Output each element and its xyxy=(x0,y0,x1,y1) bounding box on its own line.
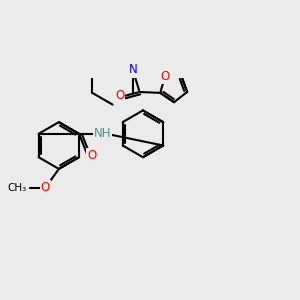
Text: CH₃: CH₃ xyxy=(7,183,26,193)
Text: NH: NH xyxy=(94,127,111,140)
Text: N: N xyxy=(128,63,137,76)
Text: O: O xyxy=(41,181,50,194)
Text: O: O xyxy=(115,89,124,102)
Text: O: O xyxy=(160,70,170,83)
Text: O: O xyxy=(87,149,96,162)
